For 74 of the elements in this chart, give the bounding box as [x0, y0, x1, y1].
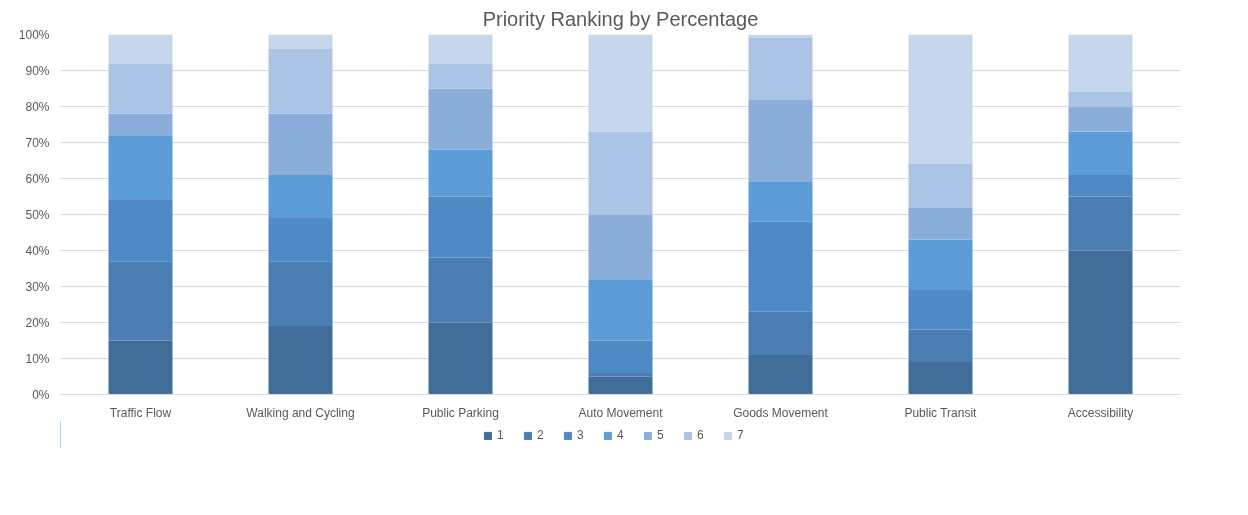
- bar: [588, 340, 653, 373]
- chart-title: Priority Ranking by Percentage: [482, 7, 759, 30]
- bar: [588, 372, 653, 377]
- bar: [908, 34, 973, 165]
- bar: [908, 362, 973, 395]
- bar: [108, 113, 173, 136]
- bar: [1068, 196, 1133, 251]
- x-tick-label: Auto Movement: [578, 405, 664, 420]
- bar: [1068, 174, 1133, 197]
- y-tick-label: 50%: [25, 207, 50, 222]
- bar: [268, 218, 333, 262]
- y-tick-label: 80%: [25, 99, 50, 114]
- bar: [588, 279, 653, 341]
- legend-label: 5: [657, 428, 665, 442]
- x-tick-label: Traffic Flow: [109, 405, 172, 420]
- bar: [268, 34, 333, 49]
- bar: [748, 182, 813, 222]
- y-tick-label: 0%: [32, 387, 50, 402]
- bar: [1068, 92, 1133, 107]
- y-tick-label: 40%: [25, 243, 50, 258]
- bar: [428, 63, 493, 89]
- bar: [908, 164, 973, 208]
- y-tick-label: 10%: [25, 351, 50, 366]
- bar: [108, 63, 173, 114]
- bar: [268, 48, 333, 114]
- bar: [428, 88, 493, 150]
- bar: [588, 131, 653, 215]
- bar: [268, 326, 333, 395]
- bar: [268, 174, 333, 219]
- bar: [748, 311, 813, 355]
- bar: [428, 149, 493, 197]
- bar: [908, 329, 973, 363]
- bar: [268, 113, 333, 175]
- bar: [908, 239, 973, 291]
- bar: [108, 340, 173, 395]
- y-tick-label: 30%: [25, 279, 50, 294]
- bar: [108, 200, 173, 262]
- x-tick-label: Goods Movement: [733, 405, 829, 420]
- x-tick-label: Accessibility: [1067, 405, 1134, 420]
- bar: [908, 207, 973, 240]
- bar: [108, 261, 173, 341]
- bar: [908, 290, 973, 330]
- bar: [588, 34, 653, 132]
- x-tick-label: Public Parking: [422, 405, 499, 420]
- bar: [748, 99, 813, 183]
- y-tick-label: 70%: [25, 135, 50, 150]
- bar: [748, 38, 813, 100]
- y-tick-label: 90%: [25, 63, 50, 78]
- bar: [428, 34, 493, 64]
- legend-label: 3: [577, 428, 585, 442]
- bar: [108, 34, 173, 64]
- bar: [428, 196, 493, 258]
- bar: [748, 221, 813, 312]
- legend-label: 7: [737, 428, 745, 442]
- legend-label: 2: [537, 428, 545, 442]
- bar: [1068, 106, 1133, 132]
- y-tick-label: 100%: [18, 27, 50, 42]
- bar: [1068, 34, 1133, 93]
- x-tick-label: Public Transit: [904, 405, 978, 420]
- y-tick-label: 60%: [25, 171, 50, 186]
- bar: [1068, 131, 1133, 175]
- bar: [588, 214, 653, 280]
- legend-label: 1: [497, 428, 505, 442]
- bar: [748, 354, 813, 395]
- bar: [1068, 250, 1133, 395]
- y-tick-label: 20%: [25, 315, 50, 330]
- bar: [108, 135, 173, 201]
- bar: [428, 322, 493, 395]
- x-tick-label: Walking and Cycling: [246, 405, 355, 420]
- bar: [428, 257, 493, 323]
- legend-label: 4: [617, 428, 625, 442]
- bar: [268, 261, 333, 327]
- legend-label: 6: [697, 428, 705, 442]
- bar: [588, 376, 653, 395]
